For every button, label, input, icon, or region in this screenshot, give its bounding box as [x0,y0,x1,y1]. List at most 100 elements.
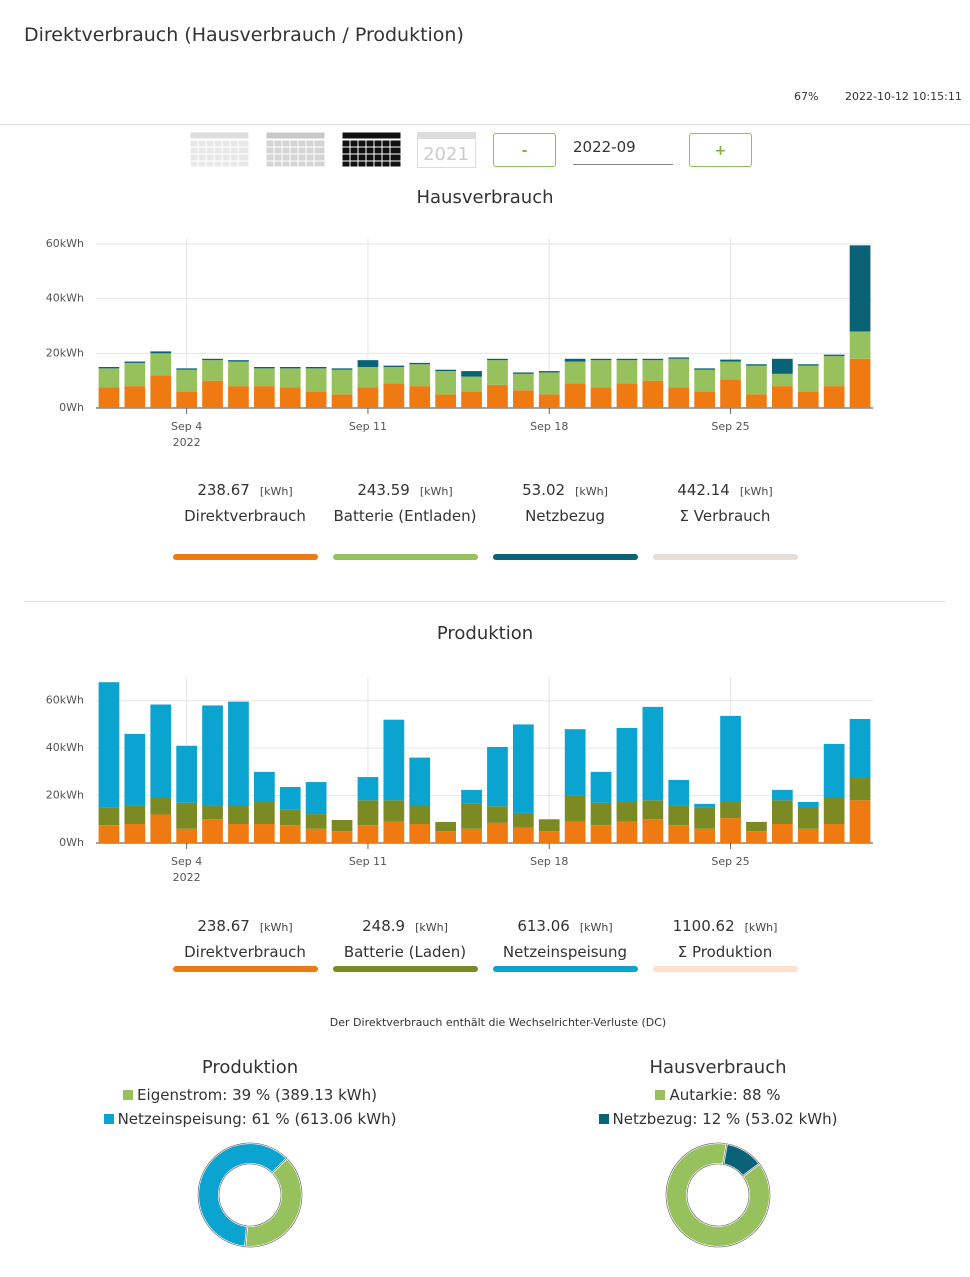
summary-value-line: 53.02 [kWh] [490,481,640,499]
summary-value-line: 243.59 [kWh] [330,481,480,499]
summary-color-bar [493,554,638,560]
bar-segment [279,825,301,843]
month-input[interactable]: 2022-09 [573,138,673,165]
timestamp: 2022-10-12 10:15:11 [845,90,962,103]
bar-segment [461,371,482,377]
bar-segment [176,369,198,392]
bar-segment [202,358,223,361]
bar-segment [849,358,871,408]
bar-segment [228,386,249,408]
bar-segment [357,800,379,826]
year-icon-label: 2021 [423,144,469,165]
bar-segment [720,801,741,819]
bar-segment [538,831,560,843]
bar-segment [253,801,275,825]
bar-segment [202,819,223,843]
bar-segment [512,812,534,828]
bar-segment [279,387,301,408]
summary-value: 442.14 [677,481,730,499]
bar-segment [331,831,353,843]
summary-unit: [kWh] [419,485,453,498]
bar-segment [150,351,172,354]
bar-segment [564,821,586,843]
bar-segment [253,386,275,408]
bar-segment [797,801,819,807]
bar-segment [694,807,716,829]
summary-unit: [kWh] [259,921,293,934]
bar-segment [668,779,690,806]
x-tick-label: Sep 25 [711,855,749,868]
bar-segment [124,361,146,363]
summary-label: Batterie (Laden) [343,943,467,961]
bar-segment [305,828,327,843]
pie-slice-outline [244,1157,303,1248]
bar-segment [383,821,405,843]
bar-segment [98,825,120,843]
summary-unit: [kWh] [415,921,448,934]
bar-segment [642,358,664,361]
bar-segment [564,358,586,362]
bar-segment [590,358,612,361]
zoom: 67% [794,90,819,103]
bar-segment [150,375,172,408]
bar-segment [176,828,198,843]
bar-segment [383,383,405,408]
bar-segment [797,365,819,392]
bar-segment [279,787,301,810]
week-view-icon[interactable] [265,132,326,168]
bar-segment [253,368,275,387]
bar-segment [253,824,275,843]
bar-segment [461,789,482,804]
y-tick-label: 40kWh [46,292,84,305]
bar-segment [746,365,767,395]
summary-item: 613.06 [kWh] Netzeinspeisung [490,917,640,963]
bar-segment [849,245,871,332]
bar-segment [590,360,612,388]
bar-segment [797,828,819,843]
legend-item: Netzbezug: 12 % (53.02 kWh) [508,1110,928,1128]
bar-segment [746,831,767,843]
bar-segment [176,745,198,803]
next-button[interactable]: + [689,133,752,167]
bar-segment [383,365,405,367]
summary-color-bar [333,966,478,972]
legend-label: Autarkie: 88 % [669,1086,781,1104]
prev-button[interactable]: - [493,133,556,167]
summary-label: Direktverbrauch [184,507,306,525]
view-icons: 2021 [190,132,476,168]
year-view-icon[interactable]: 2021 [417,132,476,168]
summary-value-line: 238.67 [kWh] [170,917,320,935]
bar-segment [98,366,120,369]
bar-segment [202,805,223,820]
x-year-label: 2022 [173,871,201,884]
bar-segment [590,771,612,803]
day-view-icon[interactable] [190,132,250,168]
summary-value: 1100.62 [672,917,735,935]
summary-item: 442.14 [kWh] Σ Verbrauch [650,481,800,527]
bar-segment [771,386,793,408]
bar-segment [435,369,457,372]
chart-title: Produktion [437,623,533,644]
bar-segment [512,827,534,843]
month-view-icon[interactable] [341,132,402,168]
bar-segment [720,818,741,843]
bar-segment [512,724,534,813]
bar-segment [694,391,716,408]
bar-segment [771,800,793,825]
bar-segment [461,376,482,392]
bar-segment [849,718,871,779]
summary-value-line: 613.06 [kWh] [490,917,640,935]
bar-segment [797,806,819,829]
x-tick-label: Sep 11 [349,855,387,868]
summary-label: Netzeinspeisung [502,943,628,961]
pie-title: Hausverbrauch [649,1057,787,1078]
divider [0,124,970,125]
bar-segment [694,828,716,843]
bar-segment [228,824,249,843]
bar-segment [487,806,508,823]
summary-label: Σ Verbrauch [679,507,771,525]
y-tick-label: 40kWh [46,741,84,754]
y-tick-label: 0Wh [59,836,84,849]
